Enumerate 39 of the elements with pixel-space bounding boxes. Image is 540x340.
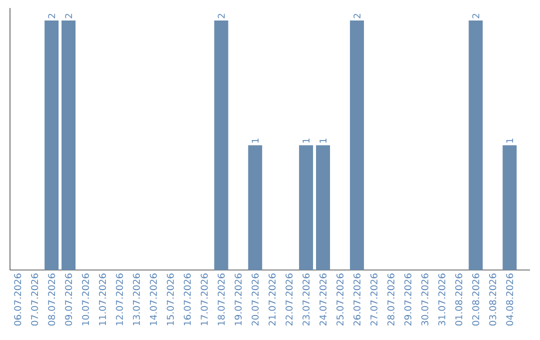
x-tick-label: 18.07.2026 xyxy=(218,274,225,326)
x-tick-label: 02.08.2026 xyxy=(472,274,480,326)
x-tick-label: 24.07.2026 xyxy=(320,274,327,326)
x-tick-label: 10.07.2026 xyxy=(82,274,90,326)
x-tick-label: 08.07.2026 xyxy=(48,274,56,326)
x-tick-label: 20.07.2026 xyxy=(252,274,259,326)
x-tick-label: 31.07.2026 xyxy=(438,274,446,326)
x-tick-label: 01.08.2026 xyxy=(455,274,462,326)
x-tick-label: 21.07.2026 xyxy=(268,274,276,326)
x-tick-label: 16.07.2026 xyxy=(184,274,191,326)
x-tick-label: 26.07.2026 xyxy=(353,274,360,326)
data-label: 2 xyxy=(48,14,56,18)
x-tick-label: 09.07.2026 xyxy=(65,274,72,326)
x-tick-label: 25.07.2026 xyxy=(336,274,344,326)
data-label: 1 xyxy=(320,138,326,143)
x-tick-label: 14.07.2026 xyxy=(150,274,157,326)
x-tick-label: 27.07.2026 xyxy=(370,274,378,326)
data-label: 1 xyxy=(506,138,514,143)
x-tick-label: 23.07.2026 xyxy=(302,274,310,326)
x-tick-label: 04.08.2026 xyxy=(506,274,514,326)
data-label: 2 xyxy=(354,14,360,18)
x-tick-label: 29.07.2026 xyxy=(404,274,412,326)
data-label: 2 xyxy=(218,14,225,18)
x-tick-label: 15.07.2026 xyxy=(166,274,174,326)
data-label: 1 xyxy=(252,138,259,143)
x-tick-label: 06.07.2026 xyxy=(14,274,22,326)
x-tick-label: 17.07.2026 xyxy=(200,274,208,326)
x-tick-label: 07.07.2026 xyxy=(31,274,38,326)
data-label: 1 xyxy=(302,138,310,143)
x-tick-label: 22.07.2026 xyxy=(286,274,293,326)
x-tick-label: 19.07.2026 xyxy=(234,274,242,326)
x-tick-label: 03.08.2026 xyxy=(489,274,496,326)
x-tick-label: 13.07.2026 xyxy=(132,274,140,326)
x-tick-label: 28.07.2026 xyxy=(387,274,394,326)
data-label: 2 xyxy=(65,14,72,18)
x-tick-label: 12.07.2026 xyxy=(116,274,123,326)
x-tick-label: 11.07.2026 xyxy=(98,274,106,326)
data-label: 2 xyxy=(472,14,480,18)
x-tick-label: 30.07.2026 xyxy=(421,274,428,326)
